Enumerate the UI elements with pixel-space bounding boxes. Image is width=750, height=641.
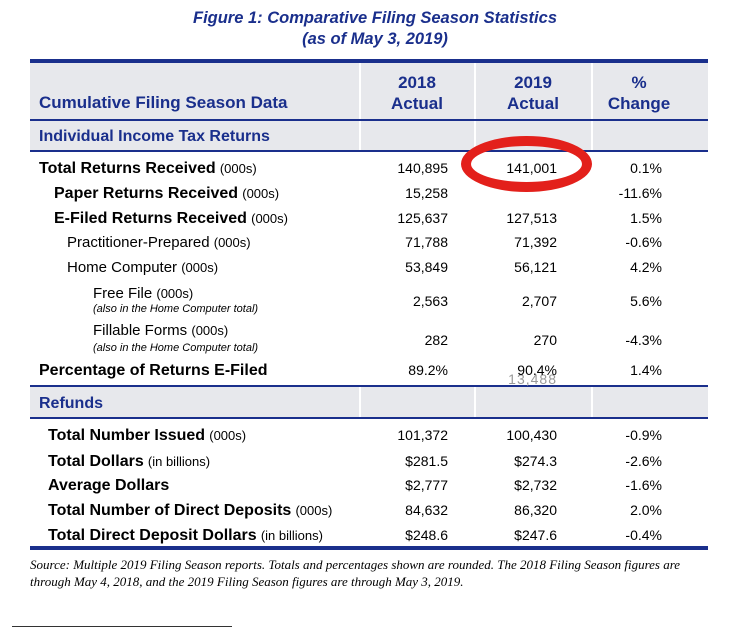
value-change: -11.6% bbox=[618, 185, 662, 201]
row-unit: (in billions) bbox=[260, 528, 323, 543]
column-header-2019: 2019 Actual bbox=[475, 72, 591, 114]
value-2018: 71,788 bbox=[405, 234, 448, 250]
value-change: -4.3% bbox=[625, 332, 662, 348]
row-label: Paper Returns Received bbox=[54, 185, 239, 202]
row-note: (also in the Home Computer total) bbox=[93, 303, 259, 315]
value-change: 1.5% bbox=[630, 210, 662, 226]
section-rule bbox=[30, 150, 708, 152]
section-label-returns: Individual Income Tax Returns bbox=[39, 128, 270, 145]
value-2019: 13,488 bbox=[508, 371, 557, 387]
section-divider bbox=[591, 387, 593, 419]
value-change: 4.2% bbox=[630, 259, 662, 275]
row-label: Home Computer bbox=[67, 259, 178, 276]
source-note: Source: Multiple 2019 Filing Season repo… bbox=[30, 557, 681, 589]
header-label: Cumulative Filing Season Data bbox=[39, 93, 288, 112]
value-2019: 71,392 bbox=[514, 234, 557, 250]
row-unit: (000s) bbox=[191, 323, 229, 338]
section-rule bbox=[30, 385, 708, 387]
row-label: Total Number Issued bbox=[48, 427, 206, 444]
value-2018: $2,777 bbox=[405, 477, 448, 493]
value-change: -2.6% bbox=[625, 453, 662, 469]
value-2018: $248.6 bbox=[405, 527, 448, 543]
row-label: Percentage of Returns E-Filed bbox=[39, 362, 268, 379]
column-header-line: 2018 bbox=[398, 73, 436, 92]
value-2018: 84,632 bbox=[405, 502, 448, 518]
column-header-line: % bbox=[631, 73, 647, 92]
row-label: Free File bbox=[93, 285, 153, 302]
value-2018: 53,849 bbox=[405, 259, 448, 275]
value-change: 0.1% bbox=[630, 160, 662, 176]
row-label: Average Dollars bbox=[48, 477, 170, 494]
section-band-refunds bbox=[30, 387, 708, 419]
header-divider bbox=[591, 63, 593, 152]
value-2019: 127,513 bbox=[506, 210, 557, 226]
row-unit: (000s) bbox=[209, 428, 247, 443]
value-2019: $247.6 bbox=[514, 527, 557, 543]
column-header-line: Actual bbox=[507, 94, 559, 113]
value-2019: 270 bbox=[533, 332, 557, 348]
value-2019: 90.4% bbox=[517, 362, 557, 378]
value-change: -0.4% bbox=[625, 527, 662, 543]
value-2018: 101,372 bbox=[397, 427, 448, 443]
row-label: Total Number of Direct Deposits bbox=[48, 502, 292, 519]
row-unit: (in billions) bbox=[147, 454, 211, 469]
row-unit: (000s) bbox=[213, 235, 251, 250]
row-note: (also in the Home Computer total) bbox=[93, 342, 259, 354]
row-unit: (000s) bbox=[251, 211, 288, 226]
row-label: E-Filed Returns Received bbox=[54, 210, 247, 227]
value-change: -1.6% bbox=[625, 477, 662, 493]
value-2018: 2,563 bbox=[412, 293, 448, 309]
row-unit: (000s) bbox=[181, 260, 219, 275]
header-rule bbox=[30, 119, 708, 121]
row-unit: (000s) bbox=[156, 286, 194, 301]
column-header-line: Actual bbox=[391, 94, 443, 113]
row-label: Total Dollars bbox=[48, 453, 144, 470]
row-unit: (000s) bbox=[295, 503, 333, 518]
figure-title: Figure 1: Comparative Filing Season Stat… bbox=[192, 9, 557, 27]
value-2019: 100,430 bbox=[506, 427, 557, 443]
row-label: Fillable Forms bbox=[93, 322, 188, 339]
section-band-returns bbox=[30, 121, 708, 152]
column-header-line: Change bbox=[607, 94, 671, 113]
value-2019: 2,707 bbox=[521, 293, 557, 309]
row-unit: (000s) bbox=[242, 186, 280, 201]
value-2018: 125,637 bbox=[397, 210, 448, 226]
value-2019: 56,121 bbox=[514, 259, 557, 275]
column-header-change: % Change bbox=[592, 72, 686, 114]
footnote-rule bbox=[12, 626, 232, 627]
row-label: Practitioner-Prepared bbox=[67, 234, 210, 251]
value-2018: $281.5 bbox=[405, 453, 448, 469]
header-divider bbox=[474, 63, 476, 152]
value-2019: 86,320 bbox=[514, 502, 557, 518]
section-label-refunds: Refunds bbox=[39, 395, 103, 412]
column-header-2018: 2018 Actual bbox=[360, 72, 474, 114]
figure-subtitle: (as of May 3, 2019) bbox=[302, 30, 448, 48]
value-2018: 282 bbox=[424, 332, 448, 348]
value-change: -0.9% bbox=[625, 427, 662, 443]
table-bottom-rule bbox=[30, 546, 708, 550]
value-change: 2.0% bbox=[630, 502, 662, 518]
value-change: 5.6% bbox=[630, 293, 662, 309]
header-divider bbox=[359, 63, 361, 152]
row-unit: (000s) bbox=[219, 161, 257, 176]
value-change: 1.4% bbox=[630, 362, 662, 378]
value-change: -0.6% bbox=[625, 234, 662, 250]
row-label: Total Direct Deposit Dollars bbox=[48, 527, 257, 544]
value-2019: $274.3 bbox=[514, 453, 557, 469]
table-top-rule bbox=[30, 59, 708, 63]
section-divider bbox=[474, 387, 476, 419]
header-band bbox=[30, 63, 708, 121]
value-2018: 89.2% bbox=[408, 362, 448, 378]
value-2019: $2,732 bbox=[514, 477, 557, 493]
row-label: Total Returns Received bbox=[39, 160, 216, 177]
highlight-circle-annotation bbox=[461, 136, 592, 192]
section-divider bbox=[359, 387, 361, 419]
column-header-line: 2019 bbox=[514, 73, 552, 92]
value-2018: 140,895 bbox=[397, 160, 448, 176]
section-rule bbox=[30, 417, 708, 419]
value-2018: 15,258 bbox=[405, 185, 448, 201]
